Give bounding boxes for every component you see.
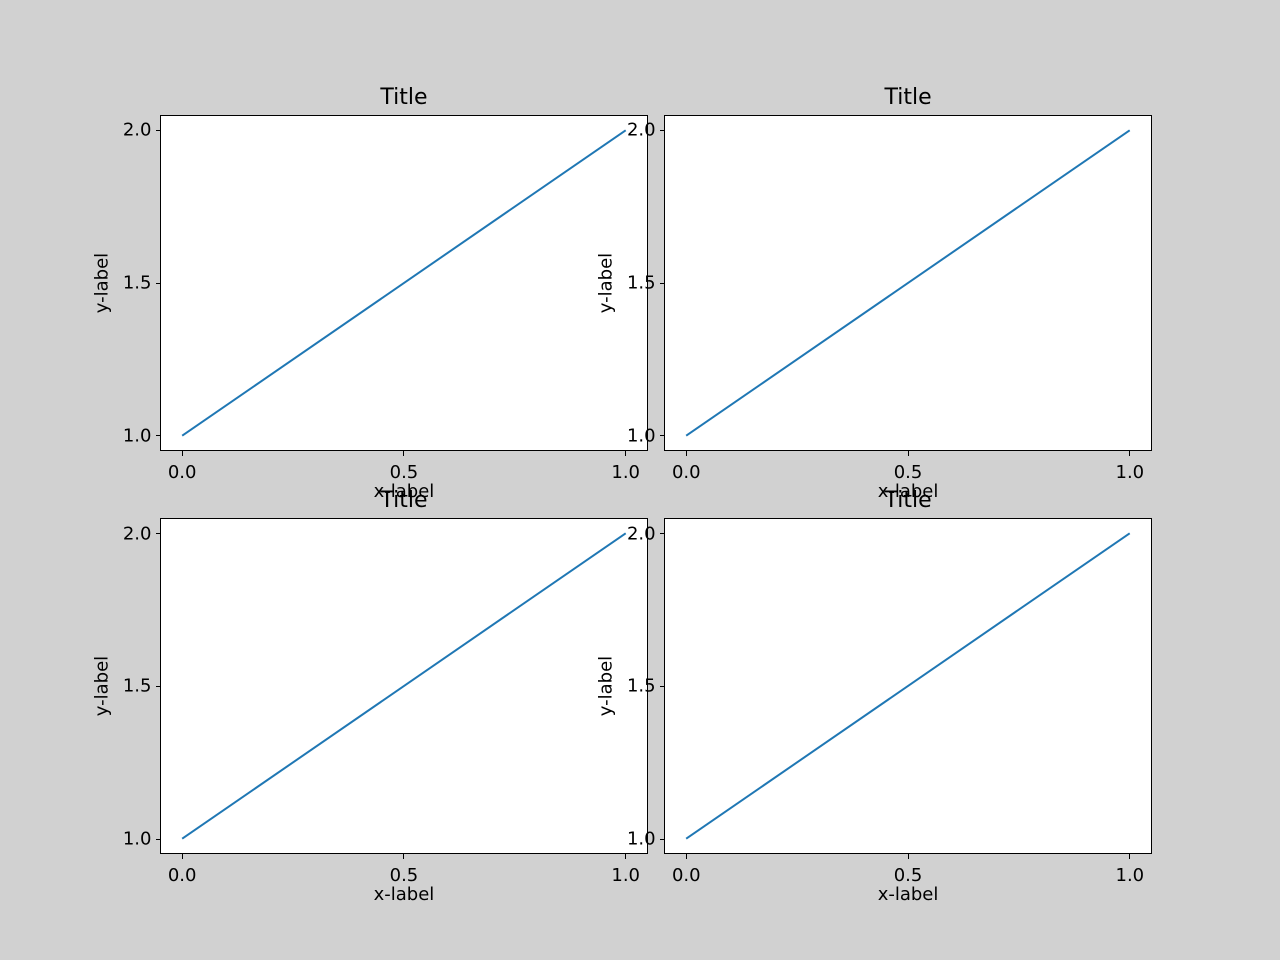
xtick-1-0 xyxy=(686,451,687,456)
ytick-1-2 xyxy=(660,130,665,131)
ytick-3-1 xyxy=(660,686,665,687)
xtick-label-2-1: 0.5 xyxy=(390,865,419,886)
ytick-label-2-1: 1.5 xyxy=(123,676,152,697)
xtick-0-2 xyxy=(625,451,626,456)
xtick-2-2 xyxy=(625,854,626,859)
line-plot-3 xyxy=(664,518,1152,854)
ytick-2-1 xyxy=(156,686,161,687)
y-axis-label-3: y-label xyxy=(596,656,617,716)
ytick-label-0-0: 1.0 xyxy=(123,425,152,446)
xtick-3-1 xyxy=(908,854,909,859)
ytick-label-3-1: 1.5 xyxy=(627,676,656,697)
axes-title-0: Title xyxy=(380,85,427,110)
xtick-3-2 xyxy=(1129,854,1130,859)
ytick-3-0 xyxy=(660,839,665,840)
axes-title-1: Title xyxy=(884,85,931,110)
figure: Title 0.0 0.5 1.0 1.0 1.5 2.0 x-label y-label Tit… xyxy=(0,0,1280,960)
xtick-label-1-1: 0.5 xyxy=(894,462,923,483)
xtick-2-1 xyxy=(403,854,404,859)
x-axis-label-3: x-label xyxy=(878,884,939,905)
ytick-2-2 xyxy=(156,533,161,534)
xtick-0-1 xyxy=(403,451,404,456)
xtick-0-0 xyxy=(182,451,183,456)
ytick-label-1-1: 1.5 xyxy=(627,273,656,294)
xtick-label-3-2: 1.0 xyxy=(1115,865,1144,886)
xtick-label-0-1: 0.5 xyxy=(390,462,419,483)
line-plot-0 xyxy=(160,115,648,451)
ytick-0-0 xyxy=(156,435,161,436)
xtick-label-3-1: 0.5 xyxy=(894,865,923,886)
y-axis-label-0: y-label xyxy=(92,253,113,313)
xtick-label-1-0: 0.0 xyxy=(672,462,701,483)
ytick-2-0 xyxy=(156,839,161,840)
ytick-label-2-0: 1.0 xyxy=(123,829,152,850)
ytick-3-2 xyxy=(660,533,665,534)
xtick-1-2 xyxy=(1129,451,1130,456)
ytick-label-1-2: 2.0 xyxy=(627,120,656,141)
ytick-label-2-2: 2.0 xyxy=(123,523,152,544)
xtick-label-2-0: 0.0 xyxy=(168,865,197,886)
xtick-1-1 xyxy=(908,451,909,456)
xtick-label-2-2: 1.0 xyxy=(611,865,640,886)
y-axis-label-2: y-label xyxy=(92,656,113,716)
ytick-1-0 xyxy=(660,435,665,436)
ytick-0-2 xyxy=(156,130,161,131)
xtick-3-0 xyxy=(686,854,687,859)
x-axis-label-2: x-label xyxy=(374,884,435,905)
xtick-label-3-0: 0.0 xyxy=(672,865,701,886)
ytick-label-3-2: 2.0 xyxy=(627,523,656,544)
xtick-label-1-2: 1.0 xyxy=(1115,462,1144,483)
ytick-label-3-0: 1.0 xyxy=(627,829,656,850)
axes-title-3: Title xyxy=(884,488,931,513)
y-axis-label-1: y-label xyxy=(596,253,617,313)
line-plot-2 xyxy=(160,518,648,854)
ytick-label-0-2: 2.0 xyxy=(123,120,152,141)
line-plot-1 xyxy=(664,115,1152,451)
xtick-label-0-2: 1.0 xyxy=(611,462,640,483)
ytick-1-1 xyxy=(660,283,665,284)
ytick-label-1-0: 1.0 xyxy=(627,425,656,446)
ytick-label-0-1: 1.5 xyxy=(123,273,152,294)
axes-title-2: Title xyxy=(380,488,427,513)
ytick-0-1 xyxy=(156,283,161,284)
xtick-2-0 xyxy=(182,854,183,859)
xtick-label-0-0: 0.0 xyxy=(168,462,197,483)
